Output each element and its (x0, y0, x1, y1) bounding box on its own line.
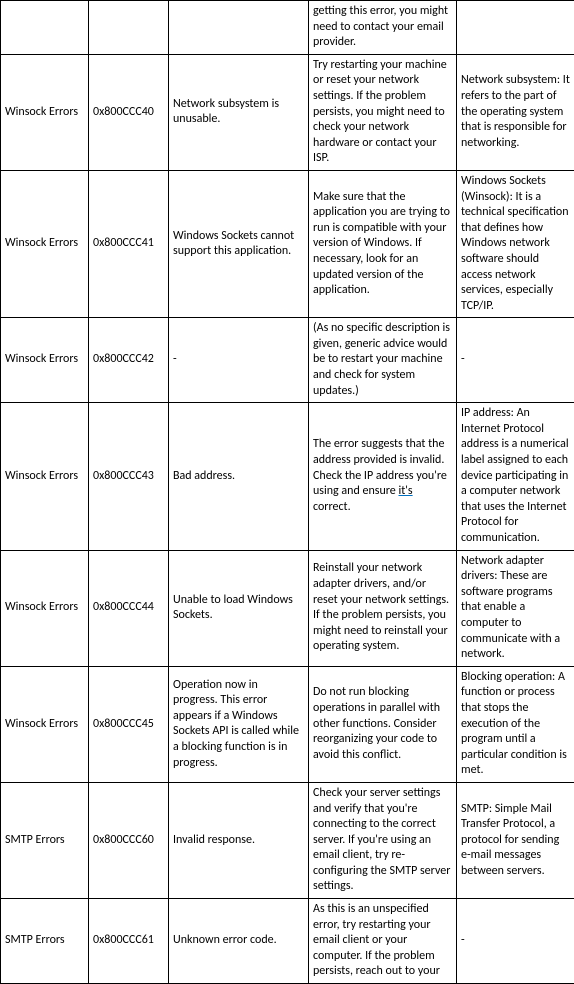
cell-category (1, 1, 89, 55)
cell-description: Invalid response. (169, 782, 309, 898)
table-row: Winsock Errors 0x800CCC41 Windows Socket… (1, 170, 574, 317)
cell-solution: The error suggests that the address prov… (309, 403, 457, 550)
cell-category: Winsock Errors (1, 550, 89, 666)
cell-definition: Network adapter drivers: These are softw… (457, 550, 574, 666)
cell-description (169, 1, 309, 55)
cell-code: 0x800CCC41 (89, 170, 169, 317)
cell-solution: Try restarting your machine or reset you… (309, 54, 457, 170)
cell-category: Winsock Errors (1, 54, 89, 170)
cell-category: Winsock Errors (1, 666, 89, 782)
cell-description: Operation now in progress. This error ap… (169, 666, 309, 782)
cell-code (89, 1, 169, 55)
cell-definition: Windows Sockets (Winsock): It is a techn… (457, 170, 574, 317)
cell-code: 0x800CCC44 (89, 550, 169, 666)
cell-category: Winsock Errors (1, 318, 89, 403)
cell-description: Bad address. (169, 403, 309, 550)
solution-text-pre: The error suggests that the address prov… (313, 437, 447, 498)
table-row: Winsock Errors 0x800CCC43 Bad address. T… (1, 403, 574, 550)
cell-solution: Do not run blocking operations in parall… (309, 666, 457, 782)
cell-definition: IP address: An Internet Protocol address… (457, 403, 574, 550)
cell-definition: Blocking operation: A function or proces… (457, 666, 574, 782)
cell-category: SMTP Errors (1, 782, 89, 898)
table-body: getting this error, you might need to co… (1, 1, 574, 984)
cell-solution: Make sure that the application you are t… (309, 170, 457, 317)
table-row: SMTP Errors 0x800CCC60 Invalid response.… (1, 782, 574, 898)
cell-code: 0x800CCC43 (89, 403, 169, 550)
cell-solution: getting this error, you might need to co… (309, 1, 457, 55)
table-row: Winsock Errors 0x800CCC40 Network subsys… (1, 54, 574, 170)
cell-code: 0x800CCC45 (89, 666, 169, 782)
cell-definition: - (457, 318, 574, 403)
cell-code: 0x800CCC40 (89, 54, 169, 170)
table-row: Winsock Errors 0x800CCC42 - (As no speci… (1, 318, 574, 403)
cell-definition (457, 1, 574, 55)
table-row: Winsock Errors 0x800CCC44 Unable to load… (1, 550, 574, 666)
error-codes-table: getting this error, you might need to co… (0, 0, 574, 984)
cell-category: Winsock Errors (1, 403, 89, 550)
solution-text-post: correct. (313, 500, 351, 514)
cell-solution: Check your server settings and verify th… (309, 782, 457, 898)
cell-solution: Reinstall your network adapter drivers, … (309, 550, 457, 666)
cell-description: Windows Sockets cannot support this appl… (169, 170, 309, 317)
table-row: Winsock Errors 0x800CCC45 Operation now … (1, 666, 574, 782)
solution-text-underlined: it's (398, 484, 412, 498)
cell-code: 0x800CCC60 (89, 782, 169, 898)
cell-definition: SMTP: Simple Mail Transfer Protocol, a p… (457, 782, 574, 898)
cell-definition: Network subsystem: It refers to the part… (457, 54, 574, 170)
table-row: getting this error, you might need to co… (1, 1, 574, 55)
cell-code: 0x800CCC42 (89, 318, 169, 403)
cell-solution: (As no specific description is given, ge… (309, 318, 457, 403)
cell-description: Network subsystem is unusable. (169, 54, 309, 170)
cell-description: Unable to load Windows Sockets. (169, 550, 309, 666)
cell-description: - (169, 318, 309, 403)
cell-category: Winsock Errors (1, 170, 89, 317)
